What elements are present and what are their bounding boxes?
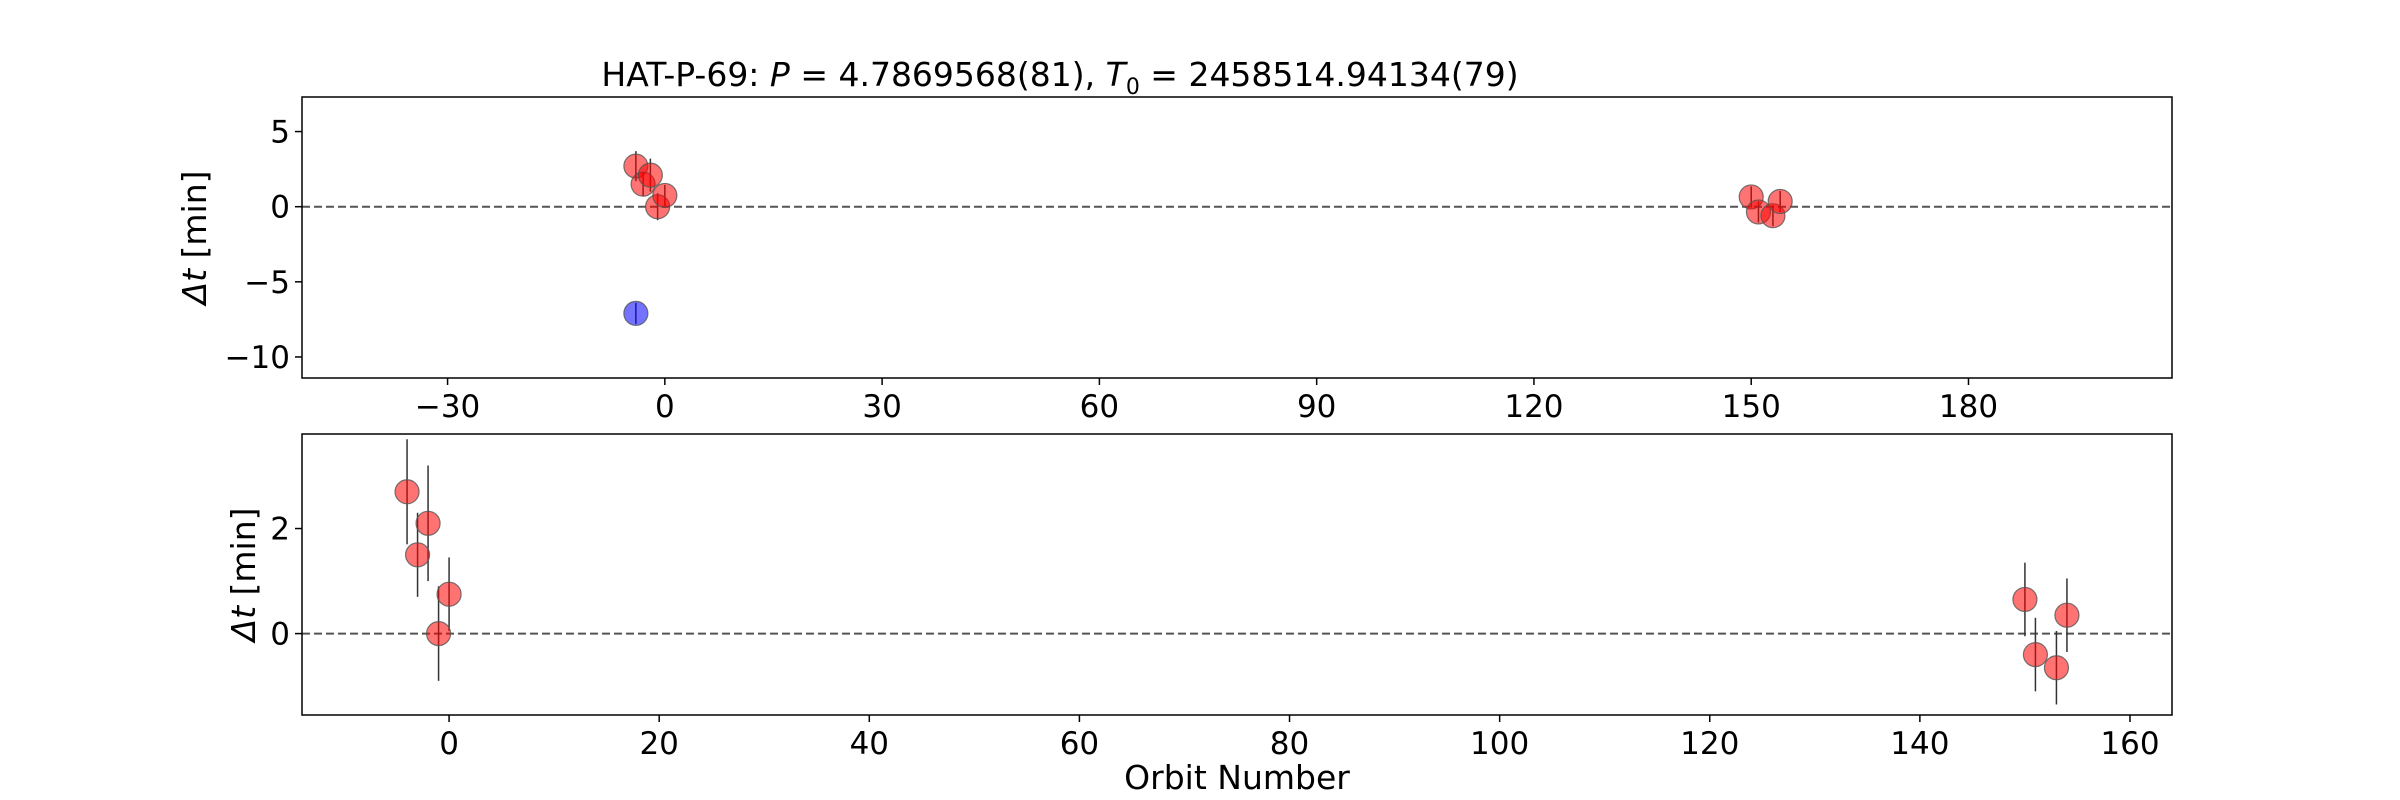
data-point (2054, 602, 2080, 628)
chart-title: HAT-P-69: P = 4.7869568(81), T0 = 245851… (601, 55, 1518, 100)
x-tick-label: 180 (1939, 389, 1998, 425)
x-tick-label: 20 (639, 726, 678, 762)
data-point (404, 542, 431, 568)
y-tick-label: 5 (270, 115, 290, 151)
data-point (415, 510, 441, 536)
plot-frame (301, 96, 2173, 379)
data-point (1767, 188, 1793, 215)
x-tick-label: 60 (1060, 726, 1099, 762)
data-point (2022, 641, 2049, 668)
x-tick-label: −30 (415, 389, 480, 425)
x-tick-label: 90 (1297, 389, 1336, 425)
data-point (2043, 655, 2070, 681)
x-tick-label: 0 (655, 389, 675, 425)
x-axis-label: Orbit Number (1124, 758, 1350, 797)
data-point (394, 479, 420, 505)
x-tick-label: 100 (1470, 726, 1529, 762)
y-tick-label: −10 (225, 340, 290, 376)
data-point (436, 581, 462, 607)
y-axis-label: Δt [min] (175, 171, 214, 308)
y-tick-label: 0 (270, 190, 290, 226)
top-panel: −30 0 30 60 90 120 150 180 5 0 −5 −10 Δt [min] (175, 96, 2173, 425)
data-point (425, 620, 452, 647)
x-tick-label: 0 (439, 726, 459, 762)
y-tick-label: 2 (270, 512, 290, 548)
data-point (652, 182, 678, 209)
x-tick-label: 40 (850, 726, 889, 762)
x-tick-label: 150 (1722, 389, 1781, 425)
y-tick-label: −5 (244, 265, 290, 301)
x-tick-label: 160 (2100, 726, 2159, 762)
data-point (637, 162, 663, 188)
x-tick-label: 140 (1890, 726, 1949, 762)
x-tick-label: 120 (1680, 726, 1739, 762)
y-tick-label: 0 (270, 617, 290, 653)
x-tick-label: 30 (862, 389, 901, 425)
y-axis-label: Δt [min] (224, 508, 263, 645)
plot-frame (301, 433, 2173, 716)
data-point (2012, 586, 2038, 613)
x-tick-label: 80 (1270, 726, 1309, 762)
x-tick-label: 60 (1080, 389, 1119, 425)
data-point (623, 300, 649, 326)
x-tick-label: 120 (1504, 389, 1563, 425)
